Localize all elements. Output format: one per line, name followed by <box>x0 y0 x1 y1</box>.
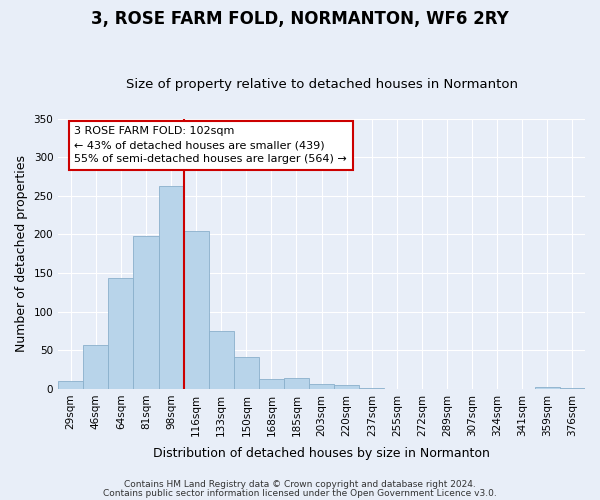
Bar <box>133 236 158 389</box>
Bar <box>184 232 209 389</box>
Bar <box>58 381 83 389</box>
Text: 3, ROSE FARM FOLD, NORMANTON, WF6 2RY: 3, ROSE FARM FOLD, NORMANTON, WF6 2RY <box>91 10 509 28</box>
Title: Size of property relative to detached houses in Normanton: Size of property relative to detached ho… <box>125 78 518 91</box>
Y-axis label: Number of detached properties: Number of detached properties <box>15 155 28 352</box>
Bar <box>109 278 133 389</box>
Bar <box>158 186 184 389</box>
Text: Contains public sector information licensed under the Open Government Licence v3: Contains public sector information licen… <box>103 488 497 498</box>
Bar <box>284 378 309 389</box>
Text: 3 ROSE FARM FOLD: 102sqm
← 43% of detached houses are smaller (439)
55% of semi-: 3 ROSE FARM FOLD: 102sqm ← 43% of detach… <box>74 126 347 164</box>
Bar <box>83 345 109 389</box>
Bar <box>209 331 234 389</box>
Text: Contains HM Land Registry data © Crown copyright and database right 2024.: Contains HM Land Registry data © Crown c… <box>124 480 476 489</box>
Bar <box>259 379 284 389</box>
X-axis label: Distribution of detached houses by size in Normanton: Distribution of detached houses by size … <box>153 447 490 460</box>
Bar <box>309 384 334 389</box>
Bar <box>535 388 560 389</box>
Bar <box>359 388 385 389</box>
Bar <box>334 385 359 389</box>
Bar <box>234 357 259 389</box>
Bar <box>560 388 585 389</box>
